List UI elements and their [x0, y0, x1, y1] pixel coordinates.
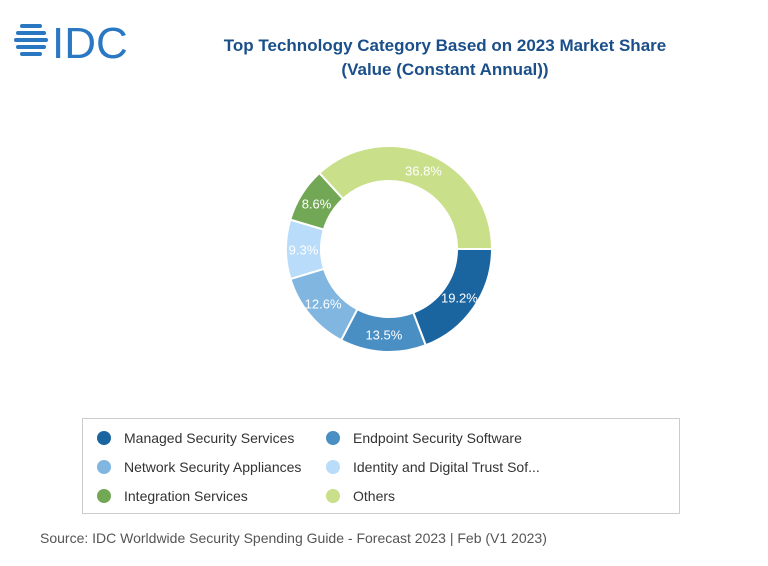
legend-marker — [326, 460, 340, 474]
legend-item[interactable]: Managed Security Services — [97, 430, 294, 446]
title-line: Top Technology Category Based on 2023 Ma… — [223, 36, 667, 55]
donut-slice[interactable] — [318, 145, 494, 250]
legend-label: Identity and Digital Trust Sof... — [353, 459, 540, 475]
source-note: Source: IDC Worldwide Security Spending … — [40, 530, 547, 546]
legend-marker — [97, 489, 111, 503]
data-label: 19.2% — [441, 291, 478, 306]
legend-label: Others — [353, 488, 396, 504]
legend-label: Network Security Appliances — [124, 459, 302, 475]
legend-label: Managed Security Services — [124, 430, 295, 446]
legend-item[interactable]: Network Security Appliances — [97, 459, 301, 475]
legend-item[interactable]: Integration Services — [97, 488, 248, 504]
legend: Managed Security Services Endpoint Securi… — [82, 418, 680, 514]
data-label: 12.6% — [305, 296, 342, 311]
svg-text:IDC: IDC — [52, 19, 128, 64]
legend-item[interactable]: Endpoint Security Software — [326, 430, 522, 446]
legend-marker — [97, 460, 111, 474]
subtitle-line: (Value (Constant Annual)) — [341, 60, 549, 79]
chart-title: Top Technology Category Based on 2023 Ma… — [180, 34, 710, 82]
legend-item[interactable]: Identity and Digital Trust Sof... — [326, 459, 540, 475]
data-label: 13.5% — [365, 327, 402, 342]
legend-marker — [326, 489, 340, 503]
data-label: 8.6% — [302, 197, 332, 212]
legend-item[interactable]: Others — [326, 488, 395, 504]
legend-label: Integration Services — [124, 488, 248, 504]
donut-chart: 19.2% 13.5% 12.6% 9.3% 8.6% 36.8% — [285, 145, 494, 353]
legend-label: Endpoint Security Software — [353, 430, 522, 446]
idc-logo: IDC — [14, 19, 128, 64]
data-label: 9.3% — [289, 242, 319, 257]
data-label: 36.8% — [405, 164, 442, 179]
legend-marker — [97, 431, 111, 445]
legend-marker — [326, 431, 340, 445]
